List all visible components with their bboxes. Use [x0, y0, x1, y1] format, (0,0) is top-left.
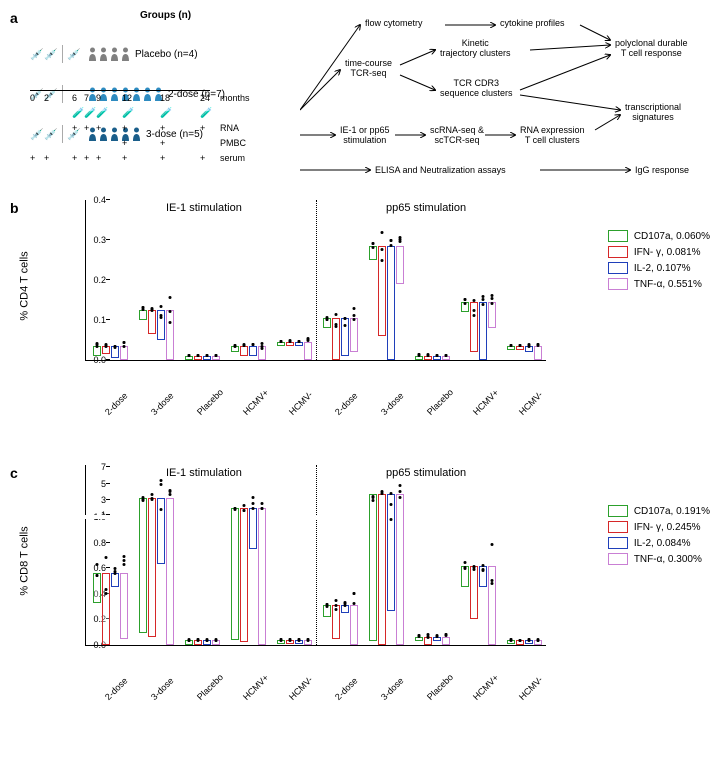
chart-c-ylabel: % CD8 T cells	[19, 526, 31, 595]
bar-group	[369, 246, 404, 360]
x-axis-label: HCMV-	[287, 389, 315, 417]
bar-group	[323, 318, 358, 360]
legend-item: IFN- γ, 0.245%	[608, 521, 710, 533]
x-axis-label: HCMV+	[241, 388, 271, 418]
node-cytokine: cytokine profiles	[500, 18, 565, 28]
chart-c-legend: CD107a, 0.191% IFN- γ, 0.245% IL-2, 0.084%…	[608, 505, 710, 569]
legend-item: IL-2, 0.084%	[608, 537, 710, 549]
node-igg: IgG response	[635, 165, 689, 175]
x-axis-label: 3-dose	[149, 676, 176, 703]
x-axis-label: 3-dose	[379, 676, 406, 703]
x-axis-label: 2-dose	[103, 391, 130, 418]
x-axis-label: HCMV+	[471, 388, 501, 418]
legend-item: TNF-α, 0.300%	[608, 553, 710, 565]
x-axis-label: Placebo	[425, 672, 455, 702]
legend-item: TNF-α, 0.551%	[608, 278, 710, 290]
bar-group	[507, 346, 542, 360]
bar-group	[139, 498, 174, 645]
x-axis-label: Placebo	[425, 387, 455, 417]
bar-group	[323, 605, 358, 645]
panel-b: b % CD4 T cells 0.00.10.20.30.4 IE-1 sti…	[10, 200, 715, 420]
bar-group	[231, 508, 266, 645]
bar-group	[277, 640, 312, 645]
legend-item: IFN- γ, 0.081%	[608, 246, 710, 258]
x-axis-label: 2-dose	[333, 391, 360, 418]
node-polyclonal: polyclonal durable T cell response	[615, 38, 688, 58]
x-axis-label: 2-dose	[333, 676, 360, 703]
bar-group	[415, 356, 450, 360]
x-axis-label: 3-dose	[149, 391, 176, 418]
x-axis-label: Placebo	[195, 672, 225, 702]
x-axis-label: 2-dose	[103, 676, 130, 703]
node-ie1: IE-1 or pp65 stimulation	[340, 125, 390, 145]
node-rna-expr: RNA expression T cell clusters	[520, 125, 585, 145]
x-axis-label: HCMV-	[517, 674, 545, 702]
node-timecourse: time-course TCR-seq	[345, 58, 392, 78]
bar-group	[93, 346, 128, 360]
x-axis-label: HCMV+	[471, 673, 501, 703]
section-pp65-b: pp65 stimulation	[386, 202, 466, 214]
x-axis-label: HCMV-	[517, 389, 545, 417]
legend-item: CD107a, 0.060%	[608, 230, 710, 242]
panel-c-label: c	[10, 465, 18, 481]
workflow-diagram: flow cytometry cytokine profiles time-co…	[300, 10, 720, 190]
bar-group	[461, 566, 496, 645]
bar-group	[507, 640, 542, 645]
panel-a-label: a	[10, 10, 18, 26]
chart-b-ylabel: % CD4 T cells	[19, 251, 31, 320]
node-tcr-cdr3: TCR CDR3 sequence clusters	[440, 78, 513, 98]
groups-header: Groups (n)	[140, 10, 191, 21]
node-scrna: scRNA-seq & scTCR-seq	[430, 125, 484, 145]
bar-group	[93, 573, 128, 645]
node-elisa: ELISA and Neutralization assays	[375, 165, 506, 175]
x-axis-label: HCMV-	[287, 674, 315, 702]
bar-group	[185, 356, 220, 360]
legend-item: CD107a, 0.191%	[608, 505, 710, 517]
panel-c: c % CD8 T cells 0.00.20.40.60.81.01357 I…	[10, 465, 715, 705]
section-pp65-c: pp65 stimulation	[386, 467, 466, 479]
bar-group	[185, 640, 220, 645]
x-axis-label: 3-dose	[379, 391, 406, 418]
chart-b-plot: IE-1 stimulation pp65 stimulation	[85, 200, 546, 361]
x-axis-label: HCMV+	[241, 673, 271, 703]
bar-group	[369, 494, 404, 645]
panel-b-label: b	[10, 200, 19, 216]
panel-a: a Groups (n) 💉💉💉Placebo (n=4)💉💉2-dose (n…	[10, 10, 715, 190]
chart-c-plot: IE-1 stimulation pp65 stimulation	[85, 465, 546, 646]
bar-group	[277, 342, 312, 360]
bar-group	[231, 346, 266, 360]
x-axis-label: Placebo	[195, 387, 225, 417]
legend-item: IL-2, 0.107%	[608, 262, 710, 274]
bar-group	[139, 310, 174, 360]
section-ie1-c: IE-1 stimulation	[166, 467, 242, 479]
node-transcriptional: transcriptional signatures	[625, 102, 681, 122]
node-kinetic: Kinetic trajectory clusters	[440, 38, 511, 58]
section-ie1-b: IE-1 stimulation	[166, 202, 242, 214]
node-flow-cytometry: flow cytometry	[365, 18, 423, 28]
bar-group	[415, 637, 450, 645]
bar-group	[461, 302, 496, 360]
chart-b-legend: CD107a, 0.060% IFN- γ, 0.081% IL-2, 0.107%…	[608, 230, 710, 294]
